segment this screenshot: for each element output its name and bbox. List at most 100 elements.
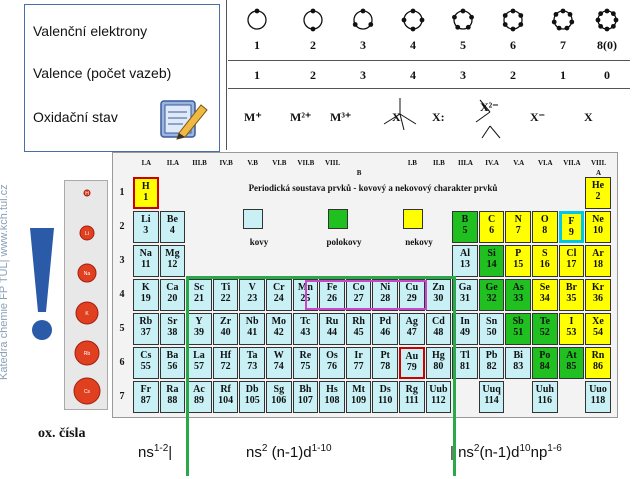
element-symbol: Db <box>245 384 259 395</box>
element-symbol: Ni <box>380 282 391 293</box>
element-symbol: Cu <box>405 282 419 293</box>
element-symbol: Te <box>539 316 550 327</box>
p-block-config: | ns2(n-1)d10np1-6 <box>450 443 562 461</box>
element-symbol: As <box>512 282 524 293</box>
group-header: VI.B <box>272 159 287 167</box>
atomic-number: 29 <box>406 293 417 304</box>
element-cell-sg: Sg 106 <box>266 381 292 413</box>
element-symbol: Ac <box>193 384 205 395</box>
config-p-np: np <box>530 444 548 461</box>
legend-swatch-semimetal <box>328 209 348 229</box>
atomic-number: 112 <box>431 395 446 406</box>
group-header: I.B <box>407 159 417 167</box>
element-symbol: Al <box>459 248 470 259</box>
element-cell-os: Os 76 <box>319 347 345 379</box>
element-cell-re: Re 75 <box>292 347 319 379</box>
valence-electron-dot <box>410 8 416 14</box>
atomic-number: 10 <box>592 225 603 236</box>
group-number: 6 <box>510 38 516 52</box>
element-symbol: Ta <box>246 350 258 361</box>
atomic-number: 13 <box>459 259 470 270</box>
group-number: 1 <box>254 38 260 52</box>
atomic-number: 2 <box>595 191 601 202</box>
element-symbol: B <box>461 214 469 225</box>
group-number: 4 <box>410 38 416 52</box>
valence-electron-dot <box>518 22 524 27</box>
element-symbol: Cd <box>431 316 445 327</box>
oxidation-state-symbol: X <box>392 110 401 124</box>
element-cell-pt: Pt 78 <box>372 347 398 379</box>
atomic-number: 41 <box>247 327 258 338</box>
d-block-highlight <box>186 276 456 476</box>
atomic-number: 51 <box>513 327 524 338</box>
element-cell-uub: Uub 112 <box>425 381 452 413</box>
atomic-number: 34 <box>539 293 550 304</box>
notepad-pencil-icon <box>160 100 208 140</box>
group-header: VII.A <box>563 159 581 167</box>
atomic-number: 104 <box>218 395 234 406</box>
element-symbol: He <box>591 180 605 191</box>
atomic-number: 24 <box>273 293 284 304</box>
element-cell-li: Li 3 <box>133 211 159 243</box>
atom-size-column: H Li Na K Rb Cs <box>64 180 108 410</box>
config-p-ns-sup: 2 <box>473 443 480 454</box>
element-cell-rh: Rh 45 <box>345 313 372 345</box>
atomic-number: 43 <box>300 327 311 338</box>
valence-electron-dot <box>510 26 516 32</box>
group-header: V.A <box>513 159 525 167</box>
element-cell-fe: Fe 26 <box>319 279 345 311</box>
atomic-number: 33 <box>513 293 524 304</box>
element-symbol: Cs <box>140 350 152 361</box>
valence-electron-dot <box>360 8 366 14</box>
group-header: V.B <box>247 159 258 167</box>
atomic-number: 44 <box>326 327 337 338</box>
element-cell-be: Be 4 <box>159 211 186 243</box>
atomic-number: 1 <box>143 192 149 203</box>
element-cell-bh: Bh 107 <box>292 381 319 413</box>
valence-number: 1 <box>560 68 566 82</box>
element-cell-rf: Rf 104 <box>212 381 239 413</box>
element-cell-cu: Cu 29 <box>399 279 425 311</box>
valence-number: 0 <box>604 68 610 82</box>
element-cell-sb: Sb 51 <box>505 313 531 345</box>
config-p-ns: | ns <box>450 444 474 461</box>
element-cell-uuh: Uuh 116 <box>532 381 558 413</box>
atomic-number: 22 <box>220 293 231 304</box>
element-cell-xe: Xe 54 <box>585 313 611 345</box>
valence-electron-dot <box>368 22 374 27</box>
element-cell-ag: Ag 47 <box>399 313 425 345</box>
atomic-number: 4 <box>169 225 175 236</box>
oxidation-state-symbol: M²⁺ <box>290 110 312 124</box>
element-symbol: Ag <box>405 316 418 327</box>
element-symbol: Mg <box>165 248 180 259</box>
group-header: II.B <box>432 159 445 167</box>
atomic-number: 39 <box>193 327 204 338</box>
period-number: 1 <box>119 187 125 198</box>
atomic-number: 26 <box>326 293 337 304</box>
atomic-number: 7 <box>515 225 521 236</box>
element-cell-br: Br 35 <box>558 279 585 311</box>
valence-electron-dot <box>410 26 416 32</box>
element-cell-as: As 33 <box>505 279 531 311</box>
element-symbol: F <box>568 216 575 227</box>
element-symbol: Ru <box>325 316 339 327</box>
atomic-number: 14 <box>486 259 497 270</box>
atomic-number: 6 <box>489 225 495 236</box>
element-symbol: Ne <box>592 214 604 225</box>
group-number: 5 <box>460 38 466 52</box>
atomic-number: 23 <box>247 293 258 304</box>
element-cell-db: Db 105 <box>239 381 265 413</box>
element-cell-te: Te 52 <box>532 313 558 345</box>
atomic-number: 80 <box>433 361 444 372</box>
period-number: 5 <box>119 323 125 334</box>
atomic-number: 11 <box>141 259 151 270</box>
atom-symbol: Cs <box>84 389 91 395</box>
element-cell-rb: Rb 37 <box>133 313 159 345</box>
element-symbol: Uuh <box>535 384 554 395</box>
element-symbol: Os <box>326 350 338 361</box>
atom-sphere <box>79 225 95 241</box>
atomic-number: 31 <box>459 293 470 304</box>
element-symbol: Mt <box>352 384 365 395</box>
element-symbol: O <box>540 214 549 225</box>
element-cell-bi: Bi 83 <box>505 347 531 379</box>
